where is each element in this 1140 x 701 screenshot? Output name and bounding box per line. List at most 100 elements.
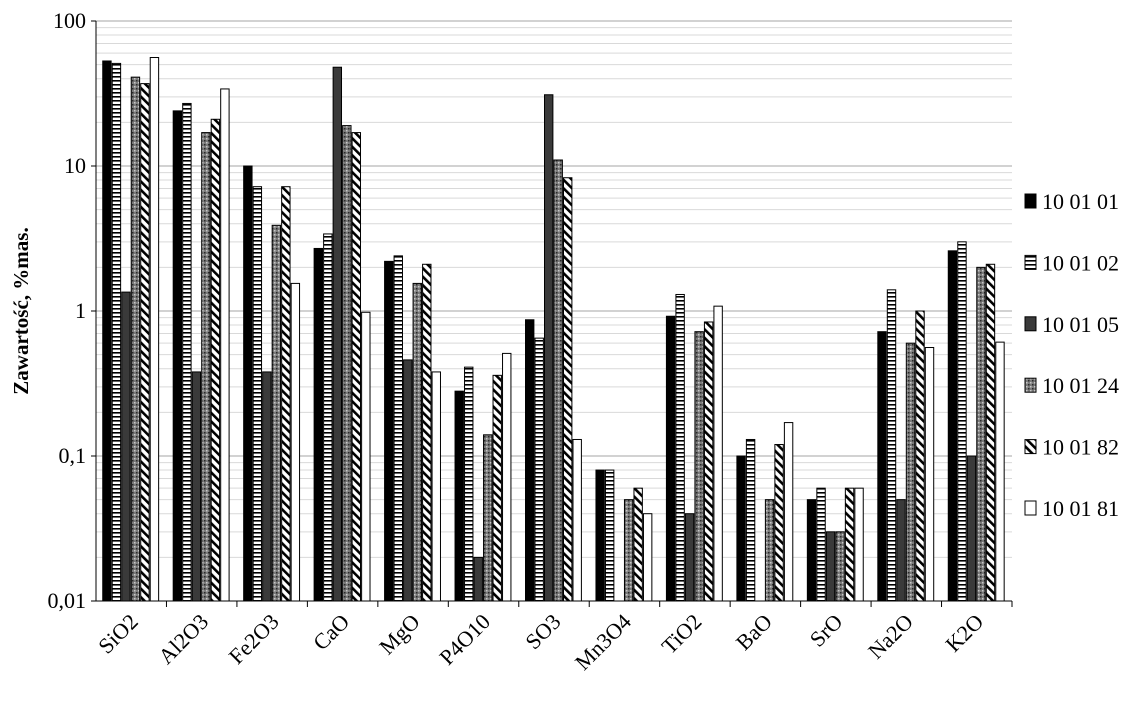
legend-label: 10 01 02 — [1042, 250, 1119, 275]
bar-fe2o3-10-01-02 — [252, 186, 263, 602]
legend-label: 10 01 81 — [1042, 496, 1119, 521]
bar-na2o-10-01-82 — [915, 310, 925, 602]
x-tick-label: Na2O — [863, 609, 918, 664]
bar-na2o-10-01-02 — [886, 289, 897, 602]
legend-swatch — [1024, 193, 1037, 209]
bars — [102, 57, 1005, 602]
legend-swatch — [1024, 254, 1037, 270]
bar-sio2-10-01-81 — [149, 57, 160, 602]
bar-bao-10-01-82 — [774, 444, 784, 602]
bar-so3-10-01-05 — [544, 94, 554, 602]
bar-p4o10-10-01-24 — [483, 434, 493, 602]
x-tick-label: P4O10 — [434, 609, 495, 670]
legend-label: 10 01 82 — [1042, 435, 1119, 460]
bar-mgo-10-01-01 — [384, 260, 394, 602]
bar-mn3o4-10-01-24 — [623, 499, 634, 602]
bar-k2o-10-01-24 — [976, 266, 986, 602]
bar-mgo-10-01-24 — [412, 282, 422, 602]
bar-so3-10-01-24 — [553, 159, 563, 602]
x-tick-label: SiO2 — [93, 609, 143, 659]
bar-bao-10-01-24 — [764, 499, 775, 602]
bar-al2o3-10-01-82 — [210, 118, 221, 602]
bar-bao-10-01-81 — [783, 422, 794, 602]
bar-p4o10-10-01-05 — [473, 556, 483, 602]
bar-sro-10-01-82 — [844, 487, 855, 602]
x-tick-label: Mn3O4 — [570, 609, 636, 675]
bar-mgo-10-01-81 — [431, 371, 441, 602]
bar-cao-10-01-81 — [361, 311, 371, 602]
bar-cao-10-01-05 — [332, 66, 343, 602]
legend-swatch — [1024, 500, 1037, 516]
bar-tio2-10-01-82 — [703, 321, 714, 602]
bar-so3-10-01-02 — [534, 337, 544, 602]
bar-cao-10-01-01 — [313, 247, 324, 602]
bar-k2o-10-01-81 — [995, 341, 1005, 602]
bar-al2o3-10-01-05 — [191, 371, 202, 602]
bar-na2o-10-01-01 — [877, 331, 887, 602]
bar-sio2-10-01-02 — [111, 62, 122, 602]
bar-bao-10-01-02 — [745, 438, 756, 602]
bar-mn3o4-10-01-82 — [633, 487, 643, 602]
bar-al2o3-10-01-81 — [220, 88, 230, 602]
bar-cao-10-01-82 — [351, 132, 362, 602]
bar-p4o10-10-01-01 — [454, 390, 464, 602]
x-tick-label: TiO2 — [656, 609, 706, 659]
bar-sio2-10-01-82 — [140, 83, 150, 602]
bar-so3-10-01-01 — [525, 319, 535, 602]
bar-p4o10-10-01-02 — [464, 366, 474, 602]
bar-tio2-10-01-81 — [713, 305, 723, 602]
bar-fe2o3-10-01-01 — [243, 165, 253, 602]
bar-so3-10-01-81 — [572, 438, 582, 602]
bar-al2o3-10-01-02 — [182, 102, 192, 602]
bar-mgo-10-01-02 — [393, 255, 403, 602]
bar-bao-10-01-01 — [736, 455, 746, 602]
bar-sro-10-01-24 — [835, 531, 845, 602]
bar-na2o-10-01-24 — [905, 342, 916, 602]
bar-sio2-10-01-24 — [130, 76, 141, 602]
x-tick-label: K2O — [940, 609, 988, 657]
y-axis-title: Zawartość, %mas. — [9, 227, 33, 394]
bar-k2o-10-01-82 — [985, 263, 996, 602]
bar-p4o10-10-01-81 — [502, 352, 512, 602]
y-tick-label: 10 — [64, 153, 86, 178]
legend: 10 01 01 10 01 02 10 01 05 10 01 24 10 01 82… — [1024, 189, 1119, 521]
y-tick-label: 0,01 — [48, 588, 87, 613]
bar-mgo-10-01-05 — [403, 359, 413, 602]
bar-fe2o3-10-01-05 — [262, 371, 272, 602]
bar-tio2-10-01-01 — [665, 315, 676, 602]
x-tick-label: SrO — [805, 609, 848, 652]
legend-label: 10 01 05 — [1042, 312, 1119, 337]
bar-fe2o3-10-01-82 — [281, 186, 291, 602]
bar-fe2o3-10-01-24 — [271, 224, 282, 602]
x-tick-label: CaO — [308, 609, 354, 655]
bar-sio2-10-01-01 — [102, 60, 112, 602]
legend-swatch — [1024, 316, 1037, 332]
x-tick-label: SO3 — [520, 609, 565, 654]
bar-mgo-10-01-82 — [422, 263, 432, 602]
bar-mn3o4-10-01-02 — [604, 469, 615, 602]
y-tick-label: 100 — [53, 8, 86, 33]
bar-al2o3-10-01-01 — [172, 110, 183, 602]
bar-sio2-10-01-05 — [121, 291, 131, 602]
bar-k2o-10-01-05 — [966, 455, 977, 602]
y-tick-label: 1 — [75, 298, 86, 323]
bar-k2o-10-01-01 — [947, 250, 958, 602]
y-tick-label: 0,1 — [59, 443, 87, 468]
legend-swatch — [1024, 439, 1037, 455]
legend-label: 10 01 24 — [1042, 373, 1119, 398]
legend-label: 10 01 01 — [1042, 189, 1119, 214]
bar-so3-10-01-82 — [563, 177, 573, 602]
x-tick-label: MgO — [374, 609, 425, 660]
bar-tio2-10-01-24 — [694, 331, 704, 602]
bar-cao-10-01-02 — [323, 233, 333, 602]
bar-mn3o4-10-01-81 — [642, 513, 653, 602]
x-tick-label: Fe2O3 — [224, 609, 284, 669]
x-tick-label: Al2O3 — [153, 609, 213, 669]
bar-p4o10-10-01-82 — [492, 374, 502, 602]
bar-sro-10-01-05 — [825, 531, 836, 602]
bar-na2o-10-01-05 — [896, 499, 906, 602]
bar-k2o-10-01-02 — [957, 241, 967, 602]
bar-tio2-10-01-05 — [684, 513, 695, 602]
